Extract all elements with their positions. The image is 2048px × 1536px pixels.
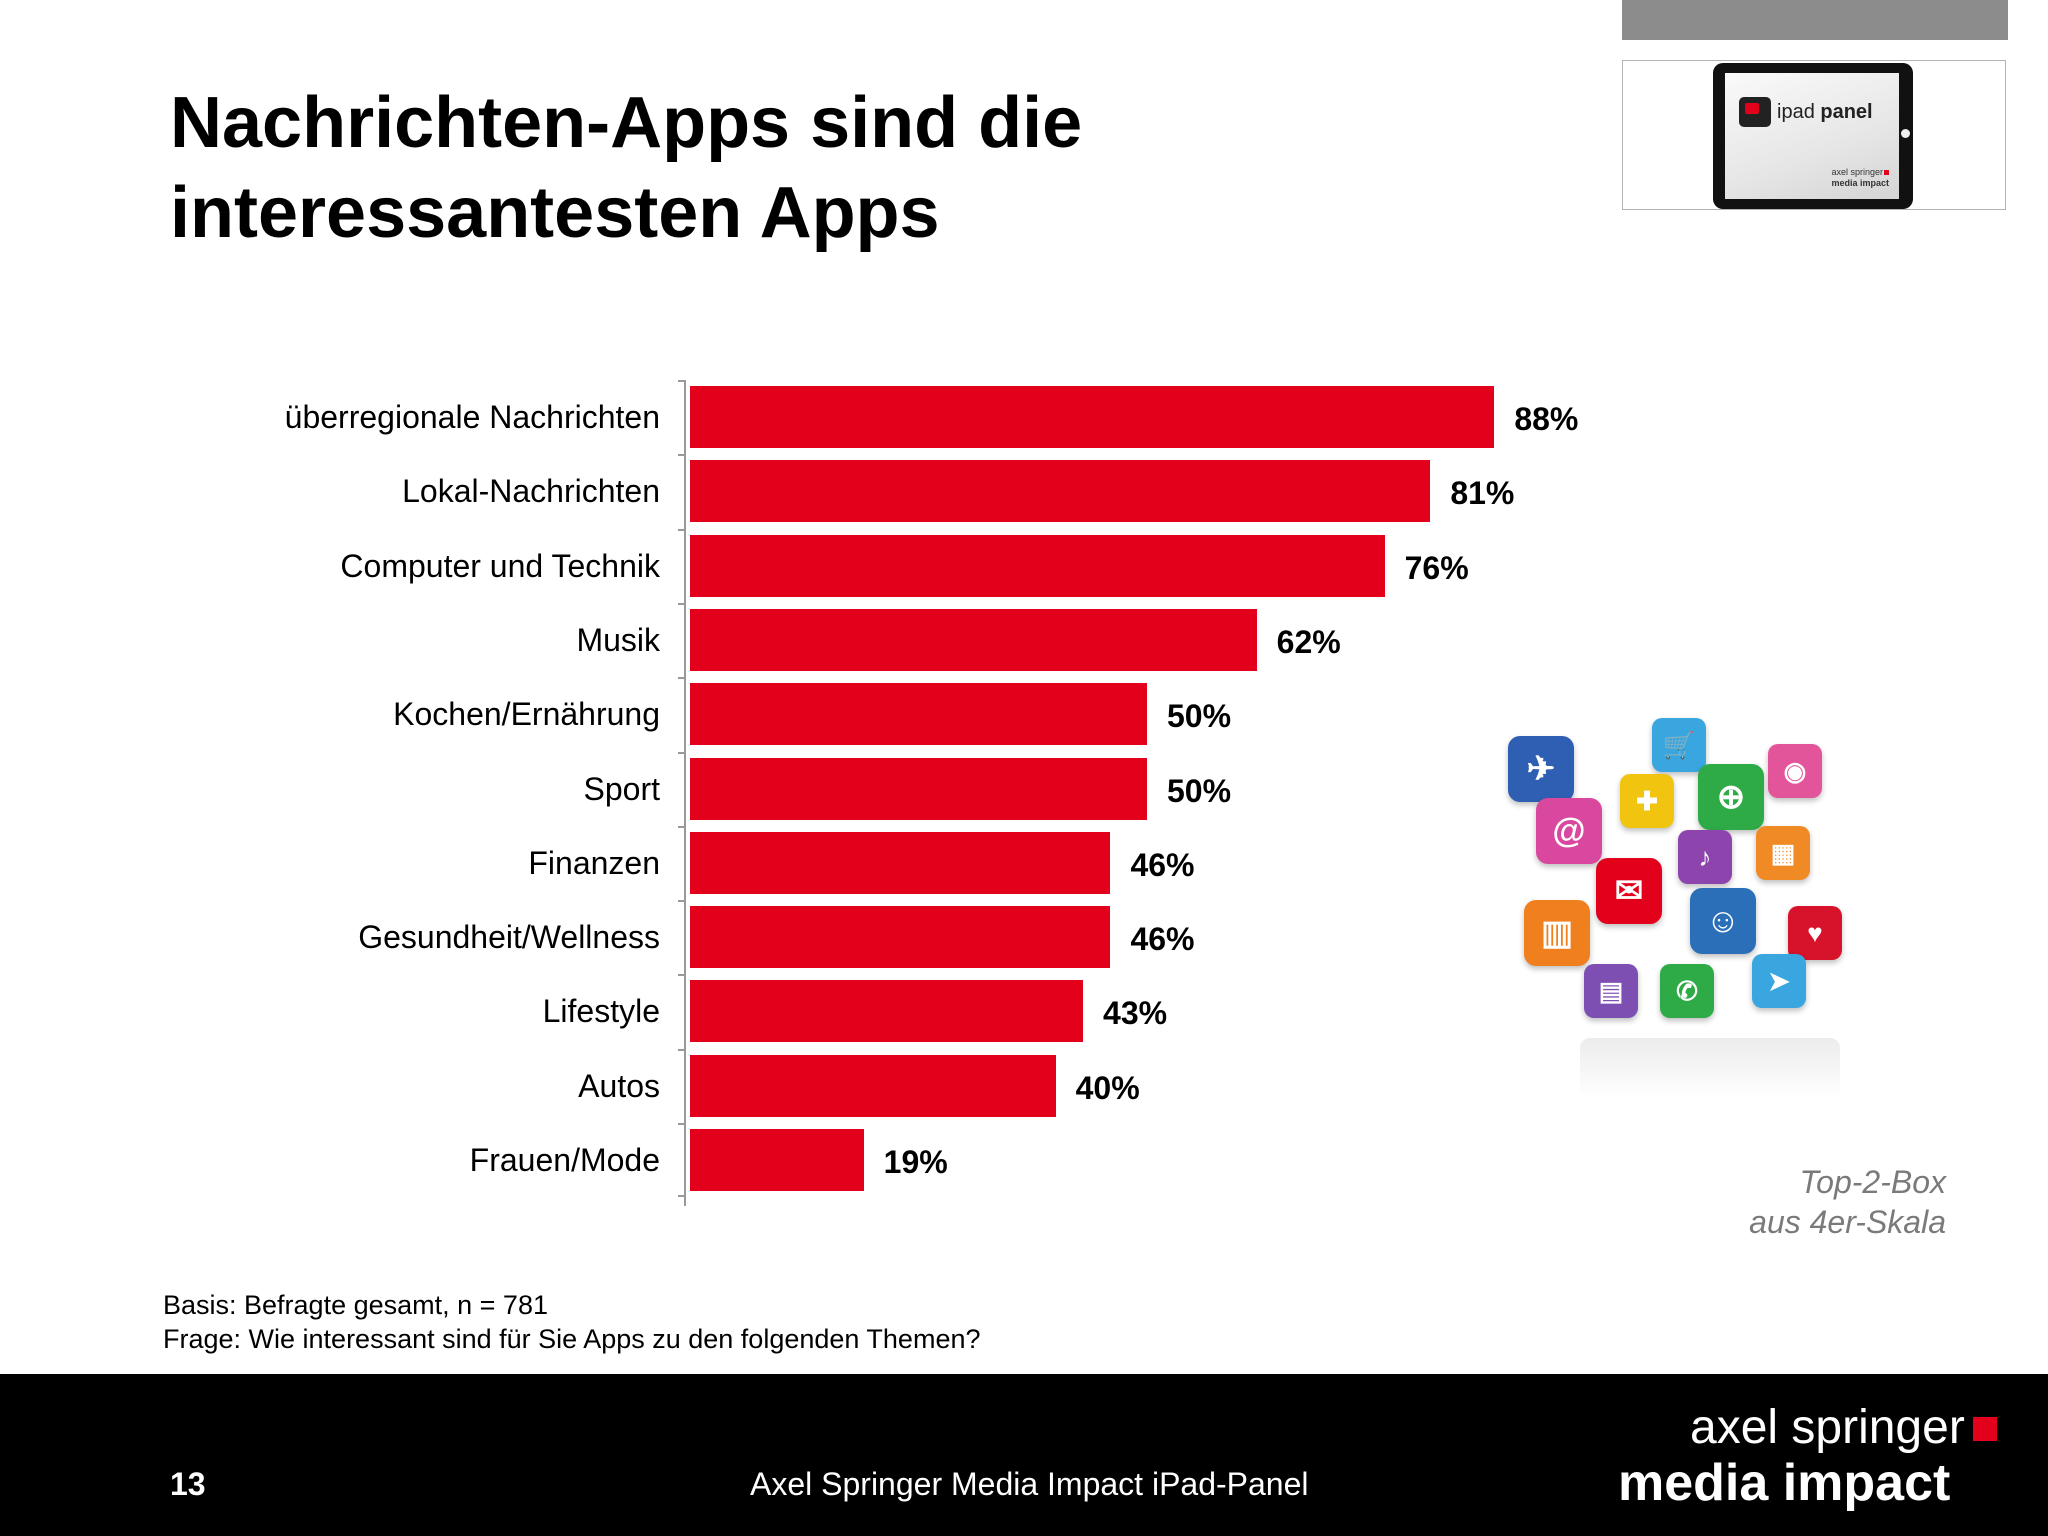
value-label: 50%: [1167, 698, 1232, 735]
phone-mail-icon: ✉: [1596, 858, 1662, 924]
axis-tick: [678, 1195, 686, 1198]
tablet-screen: ipad panel axel springer media impact: [1725, 73, 1899, 199]
speech-bubble-icon: [1739, 97, 1771, 127]
book-icon: ▥: [1524, 900, 1590, 966]
scale-note: Top-2-Box aus 4er-Skala: [1560, 1162, 1946, 1242]
tablet-brand-text: axel springer media impact: [1831, 167, 1889, 188]
value-label: 19%: [883, 1144, 948, 1180]
value-label: 46%: [1130, 921, 1195, 958]
value-label: 50%: [1167, 772, 1232, 809]
axis-tick: [678, 677, 686, 680]
brand-square-icon: [1972, 1417, 1997, 1441]
value-label: 81%: [1450, 475, 1515, 512]
category-label: Frauen/Mode: [469, 1142, 660, 1178]
axis-tick: [678, 974, 686, 977]
icons-reflection: [1580, 1038, 1840, 1098]
axis-tick: [678, 1048, 686, 1051]
slide-title: Nachrichten-Apps sind die interessantest…: [170, 83, 1083, 253]
category-label: Kochen/Ernährung: [393, 696, 660, 733]
category-label: überregionale Nachrichten: [284, 399, 660, 435]
bar: [690, 460, 1431, 523]
ipad-panel-logo: ipad panel axel springer media impact: [1622, 60, 2006, 210]
footer-title: Axel Springer Media Impact iPad-Panel: [750, 1466, 1309, 1502]
category-label: Lifestyle: [542, 993, 660, 1030]
source-note: Basis: Befragte gesamt, n = 781 Frage: W…: [163, 1288, 981, 1356]
people-icon: ☺: [1690, 888, 1756, 954]
bar: [690, 534, 1385, 597]
ipad-panel-label: ipad panel: [1777, 101, 1873, 123]
tablet-home-button: [1901, 129, 1910, 138]
axis-tick: [678, 380, 686, 382]
bar: [690, 1054, 1056, 1117]
value-label: 76%: [1404, 549, 1469, 586]
at-sign-icon: @: [1536, 798, 1602, 864]
news-icon: ▤: [1584, 964, 1638, 1018]
bar: [690, 906, 1111, 969]
bar: [690, 757, 1147, 820]
category-label: Sport: [583, 770, 660, 807]
axis-tick: [678, 751, 686, 754]
category-label: Lokal-Nachrichten: [402, 473, 660, 510]
bar: [690, 683, 1147, 746]
value-label: 88%: [1514, 401, 1579, 437]
category-label: Finanzen: [528, 844, 660, 881]
scale-note-line2: aus 4er-Skala: [1749, 1204, 1946, 1240]
axis-tick: [678, 825, 686, 828]
film-icon: ▦: [1756, 826, 1810, 880]
app-icons-illustration: ✈ 🛒 ◉ @ ✚ ⊕ ♪ ▦ ✉ ☺ ▥ ♥ ▤ ✆ ➤: [1500, 708, 1860, 1108]
brand-logo-line2: media impact: [1618, 1454, 1951, 1512]
bar: [690, 980, 1084, 1043]
bar-chart: überregionale Nachrichten 88% Lokal-Nachri…: [0, 370, 1700, 1210]
bar: [690, 386, 1495, 448]
axis-tick: [678, 900, 686, 903]
axis-tick: [678, 602, 686, 605]
camera-icon: ◉: [1768, 744, 1822, 798]
music-icon: ♪: [1678, 830, 1732, 884]
category-label: Gesundheit/Wellness: [358, 919, 660, 956]
mail-icon: ➤: [1752, 954, 1806, 1008]
value-label: 40%: [1075, 1069, 1140, 1106]
gamepad-icon: ✚: [1620, 774, 1674, 828]
bar: [690, 1129, 864, 1191]
bar: [690, 608, 1257, 671]
heart-icon: ♥: [1788, 906, 1842, 960]
brand-logo-line1: axel springer: [1690, 1402, 1997, 1454]
shopping-cart-icon: 🛒: [1652, 718, 1706, 772]
phone-call-icon: ✆: [1660, 964, 1714, 1018]
question-text: Frage: Wie interessant sind für Sie Apps…: [163, 1324, 981, 1354]
category-label: Musik: [576, 621, 660, 658]
globe-icon: ⊕: [1698, 764, 1764, 830]
value-label: 46%: [1130, 846, 1195, 883]
axis-tick: [678, 528, 686, 531]
basis-text: Basis: Befragte gesamt, n = 781: [163, 1290, 548, 1320]
category-label: Autos: [578, 1067, 660, 1104]
page-number: 13: [170, 1466, 206, 1502]
footer-bar: 13 Axel Springer Media Impact iPad-Panel…: [0, 1374, 2048, 1536]
value-label: 62%: [1276, 623, 1341, 660]
axis-tick: [678, 1123, 686, 1125]
airplane-icon: ✈: [1508, 736, 1574, 802]
axis-tick: [678, 454, 686, 457]
value-label: 43%: [1103, 995, 1168, 1032]
tablet-image: ipad panel axel springer media impact: [1713, 63, 1913, 209]
top-gray-bar: [1622, 0, 2008, 40]
category-axis: [684, 380, 686, 1206]
category-label: Computer und Technik: [340, 547, 660, 584]
bar: [690, 831, 1111, 894]
scale-note-line1: Top-2-Box: [1799, 1164, 1946, 1200]
